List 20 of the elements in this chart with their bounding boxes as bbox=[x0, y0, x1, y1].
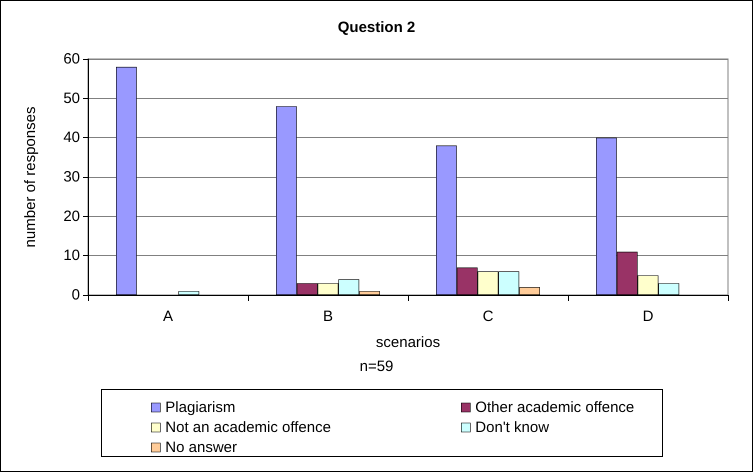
y-tick-label: 20 bbox=[63, 208, 80, 225]
legend-label: Not an academic offence bbox=[165, 419, 331, 436]
chart-title: Question 2 bbox=[338, 19, 416, 36]
legend-label: Plagiarism bbox=[165, 399, 236, 416]
legend-label: Don't know bbox=[475, 419, 550, 436]
y-tick-label: 30 bbox=[63, 168, 80, 186]
y-tick-label: 50 bbox=[63, 90, 80, 107]
x-tick-label: C bbox=[482, 308, 494, 325]
y-tick-label: 60 bbox=[63, 50, 80, 68]
y-axis-title: number of responses bbox=[22, 106, 39, 248]
x-tick-label: B bbox=[322, 308, 334, 325]
y-tick-label: 40 bbox=[63, 129, 80, 146]
legend-label: No answer bbox=[165, 439, 238, 456]
x-tick-label: D bbox=[642, 308, 654, 325]
y-tick-label: 0 bbox=[72, 286, 80, 304]
x-tick-label: A bbox=[162, 308, 174, 325]
legend-label: Other academic offence bbox=[475, 399, 634, 416]
x-axis-title: scenarios bbox=[376, 334, 440, 351]
text: n=59 bbox=[360, 358, 394, 375]
y-tick-label: 10 bbox=[63, 247, 80, 264]
